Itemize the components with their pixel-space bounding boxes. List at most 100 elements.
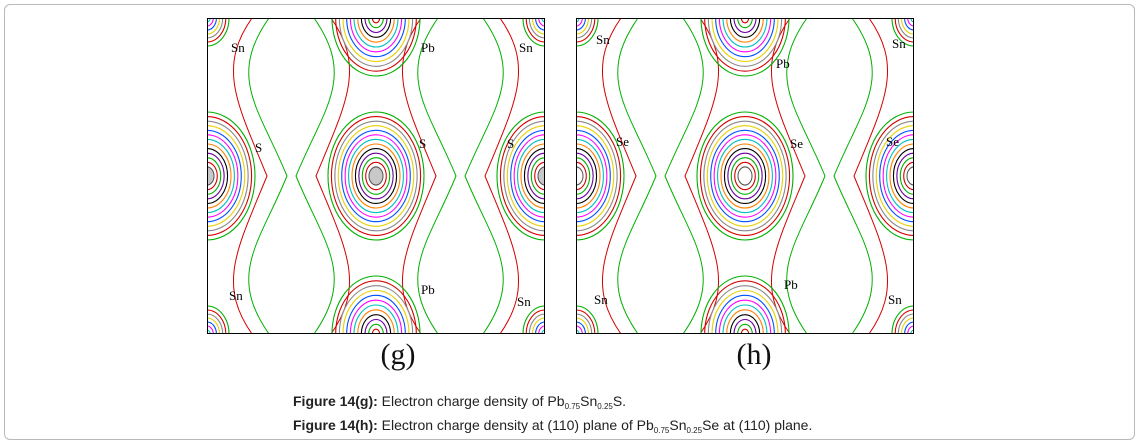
density-contour [358,152,394,200]
caption-h-sub1: 0.75 [653,426,670,435]
boundary-contour [853,18,889,334]
density-contour [360,18,392,38]
density-contour [342,18,410,63]
boundary-contour [315,18,437,334]
density-contour [576,161,587,191]
density-contour [707,18,783,67]
contours-h [576,18,914,334]
density-contour [700,275,790,334]
density-contour [704,18,786,72]
contours-g [207,18,545,334]
density-contour [711,289,779,334]
density-contour [872,120,914,232]
density-contour [207,111,256,241]
plot-border [576,18,914,334]
density-contour [346,294,406,334]
density-contour [207,143,232,209]
density-contour [534,161,545,191]
density-contour [207,157,222,195]
nucleus-core [207,166,215,186]
density-contour [713,134,777,218]
caption-g-lead: Figure 14(g): [293,393,378,409]
density-contour [715,294,775,334]
density-contour [335,18,417,72]
density-contour [207,129,242,223]
density-contour [576,125,615,227]
boundary-contour [484,18,520,334]
density-contour [696,111,794,241]
caption-h: Figure 14(h): Electron charge density at… [293,417,812,435]
density-contour [704,280,786,334]
density-contour [517,138,545,214]
caption-h-tail: Se at (110) plane. [702,417,813,433]
density-contour [351,143,401,209]
nucleus-core [537,166,545,186]
density-contour [368,323,384,334]
density-contour [737,18,753,29]
contour-svg-g: Sn Pb Sn S S S Sn Pb Sn [207,18,545,334]
density-contour [335,280,417,334]
density-contour [576,148,598,204]
density-contour [715,18,775,58]
density-contour [496,111,545,241]
density-contour [720,143,770,209]
density-contour [865,111,914,241]
density-contour [330,116,422,236]
boundary-contour [464,18,504,334]
nucleus-core [906,166,914,186]
density-contour [886,138,914,214]
density-contour [576,157,591,195]
atom-label-sn: Sn [231,40,245,55]
atom-label-s: S [419,136,426,151]
density-contour [520,143,545,209]
caption-g-mid: Sn [580,393,598,409]
density-contour [576,143,601,209]
boundary-contour [684,18,806,334]
plot-border [207,18,545,334]
density-contour [365,161,387,191]
atom-label-s: S [507,136,514,151]
density-contour [729,18,761,38]
density-contour [576,152,594,200]
density-contour [722,304,768,334]
contour-plot-h: Sn Pb Sn Se Se Se Sn Pb Sn [576,18,914,334]
density-contour [341,129,411,223]
density-contour [353,18,399,48]
density-contour [740,18,750,24]
density-contour [207,120,249,232]
density-contour [357,18,395,43]
density-contour [733,318,757,334]
density-contour [733,18,757,34]
atom-label-se: Se [886,134,899,149]
caption-g-text: Electron charge density of Pb [377,393,565,409]
panel-label-h: (h) [736,338,772,371]
boundary-contour [232,18,268,334]
caption-g-sub1: 0.75 [564,402,581,411]
density-contour [722,18,768,48]
atom-label-sn: Sn [519,40,533,55]
density-contour [879,129,914,223]
density-contour [896,152,914,200]
nucleus-core [368,166,384,186]
density-contour [371,18,381,24]
density-contour [726,309,764,334]
boundary-contour [601,18,637,334]
density-contour [344,134,408,218]
density-contour [711,18,779,63]
density-contour [503,120,545,232]
density-contour [706,125,784,227]
density-contour [718,18,772,53]
density-contour [364,18,388,34]
density-contour [354,148,398,204]
caption-g: Figure 14(g): Electron charge density of… [293,393,626,411]
density-contour [337,125,415,227]
density-contour [727,152,763,200]
density-contour [903,161,914,191]
density-contour [361,157,391,195]
boundary-contour [295,18,457,334]
contour-plot-g: Sn Pb Sn S S S Sn Pb Sn [207,18,545,334]
density-contour [207,125,246,227]
density-contour [349,18,403,53]
density-contour [353,304,399,334]
density-contour [730,157,760,195]
